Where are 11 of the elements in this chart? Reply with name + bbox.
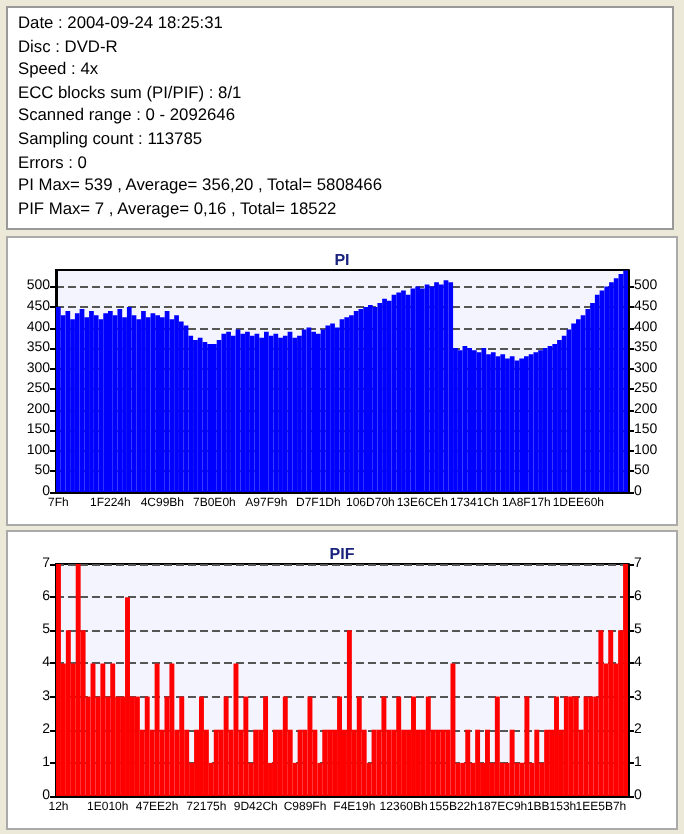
text: Scanned range : 0 - 2092646 [18, 104, 237, 128]
chart-title: PI [334, 251, 350, 269]
text: Date : 2004-09-24 18:25:31 [18, 12, 225, 36]
text: Speed : 4x [18, 58, 101, 82]
text: PI Max= 539 , Average= 356,20 , Total= 5808466 [18, 174, 384, 198]
text: ECC blocks sum (PI/PIF) : 8/1 [18, 81, 244, 105]
chart-title: PIF [329, 545, 355, 563]
text: Sampling count : 113785 [18, 127, 205, 152]
text: Errors : 0 [18, 151, 89, 175]
text: PIF Max= 7 , Average= 0,16 , Total= 18522 [18, 197, 339, 221]
text: Disc : DVD-R [18, 35, 120, 59]
